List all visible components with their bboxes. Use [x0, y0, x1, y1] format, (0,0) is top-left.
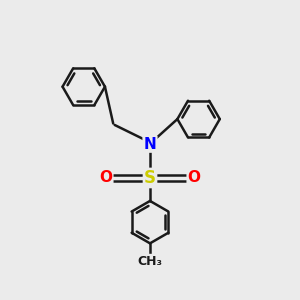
Text: S: S — [144, 169, 156, 187]
Text: O: O — [99, 170, 112, 185]
Text: N: N — [144, 136, 156, 152]
Text: O: O — [188, 170, 201, 185]
Text: CH₃: CH₃ — [137, 255, 163, 268]
